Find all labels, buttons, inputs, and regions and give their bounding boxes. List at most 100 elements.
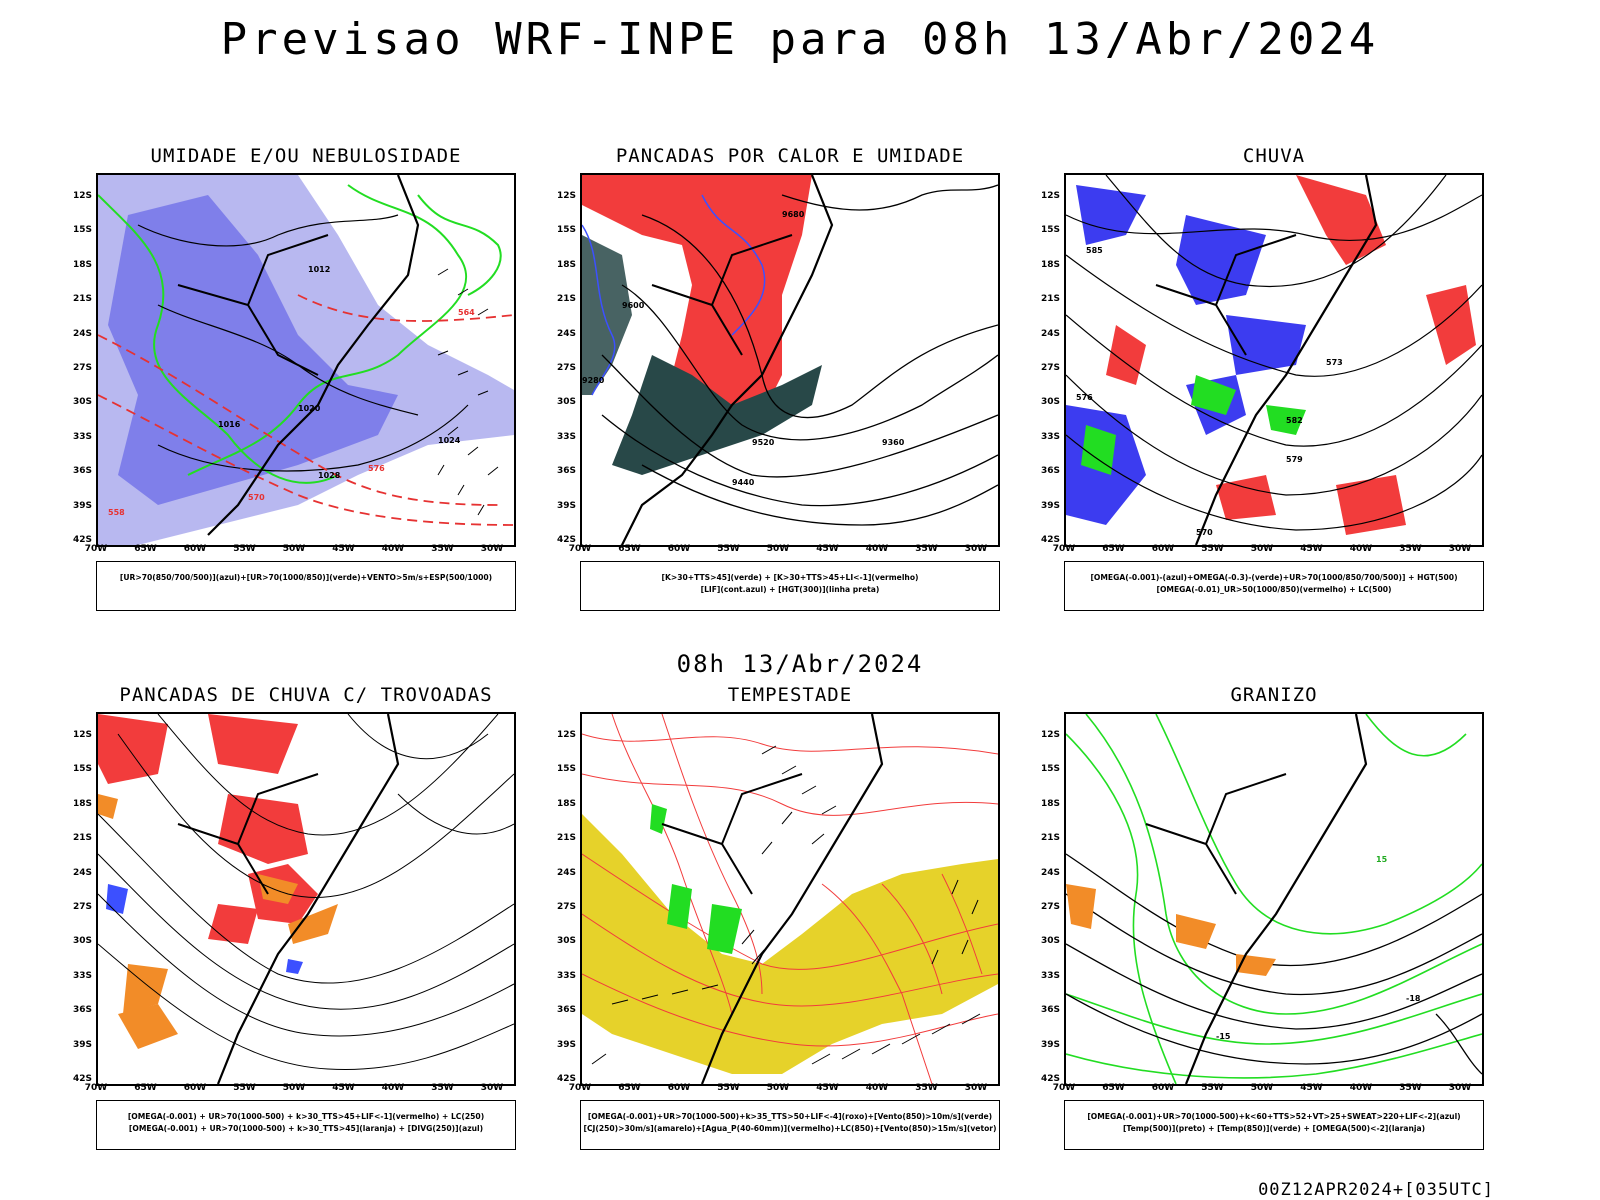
lat-tick-label: 30S [1040,397,1060,408]
map-tempestade-svg [582,714,998,1084]
lon-tick-label: 40W [865,544,889,554]
lat-tick-label: 18S [72,259,92,270]
contour-label: 1028 [318,471,341,480]
lat-tick-label: 21S [556,833,576,844]
lat-tick-label: 24S [72,328,92,339]
contour-label: 570 [1196,528,1213,537]
map-pancadas-calor-svg: 9680 9600 9520 9440 9360 9280 [582,175,998,545]
run-stamp: 00Z12APR2024+[035UTC] [1258,1180,1494,1200]
map-tempestade [580,712,1000,1086]
legend-line: [OMEGA(-0.001)+UR>70(1000-500)+k>35_TTS>… [587,1112,993,1121]
contour-label: 9680 [782,210,805,219]
lon-tick-label: 60W [667,544,691,554]
lon-tick-label: 65W [618,544,641,554]
lat-tick-label: 12S [72,191,92,201]
panel-title: UMIDADE E/OU NEBULOSIDADE [150,145,462,167]
lon-tick-label: 45W [816,1083,839,1093]
coastline [1194,175,1378,545]
wind-vectors [437,268,499,516]
lon-tick-label: 40W [381,544,405,554]
lat-tick-label: 18S [72,798,92,809]
omega-orange-patches [1066,884,1276,976]
lon-tick-label: 30W [964,544,988,554]
thunderstorm-red-patches [98,714,318,944]
height-contour [781,184,998,211]
lon-tick-label: 30W [480,544,504,554]
contour-label: -15 [1216,1032,1231,1041]
coastline [621,175,834,545]
height-contours [1066,175,1482,531]
lon-tick-label: 45W [816,544,839,554]
coastline [700,714,884,1084]
lat-tick-label: 36S [1040,1005,1060,1016]
contour-label: 1020 [298,404,321,413]
lon-tick-label: 50W [766,1083,790,1093]
lat-tick-label: 27S [72,363,92,373]
lif-blue-contour [582,224,616,396]
lat-tick-label: 12S [556,730,576,740]
thunderstorm-orange-patches [98,794,338,1049]
lon-tick-label: 65W [1102,1083,1125,1093]
contour-label: 576 [1076,393,1093,402]
streamlines [98,714,514,1071]
lat-tick-label: 30S [1040,936,1060,947]
lon-tick-label: 60W [1151,1083,1175,1093]
legend-pancadas-trovoadas: [OMEGA(-0.001) + UR>70(1000-500) + k>30_… [96,1100,516,1150]
legend-line: [CJ(250)>30m/s](amarelo)+[Agua_P(40-60mm… [583,1124,997,1133]
lat-tick-label: 39S [1040,500,1060,511]
lon-tick-label: 30W [480,1083,504,1093]
border [177,234,329,376]
jet-yellow-area [582,814,998,1074]
lat-tick-label: 36S [556,466,576,477]
lat-tick-label: 42S [1040,535,1060,545]
height-contour [621,284,998,441]
lat-tick-label: 27S [556,902,576,912]
contour-label: 585 [1086,246,1103,255]
lon-tick-label: 70W [568,544,592,554]
border [1145,773,1287,895]
contour-label: 9600 [622,301,645,310]
lif-blue-contour [701,194,766,336]
lat-tick-label: 42S [72,1074,92,1084]
panel-umidade: UMIDADE E/OU NEBULOSIDADE 1012 1016 1020… [73,145,516,645]
lon-tick-label: 70W [84,1083,108,1093]
height-contour [601,354,998,478]
lat-tick-label: 24S [1040,867,1060,878]
lon-tick-label: 70W [1052,544,1076,554]
legend-line: [UR>70(850/700/500)](azul)+[UR>70(1000/8… [119,573,493,582]
lat-tick-label: 24S [556,328,576,339]
lat-tick-label: 18S [556,259,576,270]
humidity-blue-dense-area [108,195,398,505]
lat-tick-label: 27S [556,363,576,373]
map-granizo-svg: -18 -15 15 [1066,714,1482,1084]
lat-tick-label: 12S [1040,191,1060,201]
contour-label: 1024 [438,436,461,445]
coastline [216,714,400,1084]
contour-label: 579 [1286,455,1303,464]
rain-blue-patches [1066,185,1306,525]
lat-tick-label: 33S [556,970,576,981]
lat-tick-label: 24S [556,867,576,878]
instability-teal-area [582,235,632,395]
map-umidade: 1012 1016 1020 1024 1028 576 570 564 558 [96,173,516,547]
panel-tempestade: TEMPESTADE [557,684,1000,1184]
legend-line: [K>30+TTS>45](verde) + [K>30+TTS>45+LI<-… [661,573,919,582]
lon-tick-label: 45W [332,544,355,554]
lon-tick-label: 30W [964,1083,988,1093]
lat-tick-label: 36S [1040,466,1060,477]
legend-line: [LIF](cont.azul) + [HGT(300)](linha pret… [700,585,880,594]
lat-tick-label: 27S [72,902,92,912]
lon-tick-label: 55W [1201,544,1224,554]
lat-tick-label: 33S [1040,431,1060,442]
contour-label: 570 [248,493,265,502]
contour-label: 576 [368,464,385,473]
lon-tick-label: 60W [183,1083,207,1093]
height-contour [641,464,998,526]
lon-tick-label: 35W [1399,544,1422,554]
lat-tick-label: 39S [72,500,92,511]
lon-tick-label: 50W [1250,544,1274,554]
lat-tick-label: 33S [1040,970,1060,981]
temp850-green-contours [1066,714,1482,1084]
legend-line: [OMEGA(-0.001) + UR>70(1000-500) + k>30_… [128,1124,484,1133]
lat-tick-label: 39S [556,1039,576,1050]
